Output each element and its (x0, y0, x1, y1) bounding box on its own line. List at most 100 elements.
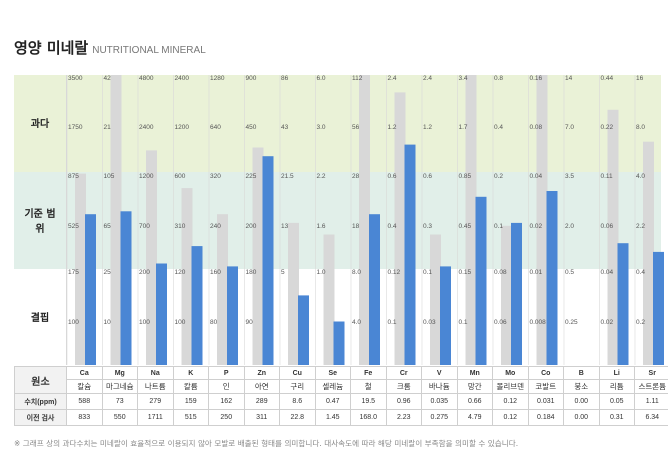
element-previous-value: 1.45 (314, 409, 351, 426)
axis-tick-label: 1200 (175, 124, 190, 131)
axis-tick-label: 0.11 (601, 173, 614, 180)
axis-tick-label: 5 (281, 269, 285, 276)
element-previous-value: 833 (66, 409, 103, 426)
element-value: 8.6 (279, 393, 316, 410)
axis-tick-label: 0.6 (388, 173, 397, 180)
element-value: 0.00 (563, 393, 600, 410)
element-previous-value: 6.34 (634, 409, 668, 426)
element-symbol: Co (527, 366, 564, 380)
axis-tick-label: 0.008 (530, 319, 547, 326)
current-value-bar (298, 295, 309, 365)
element-value: 1.11 (634, 393, 668, 410)
element-value: 289 (243, 393, 280, 410)
axis-tick-label: 2.2 (636, 223, 645, 230)
axis-tick-label: 2.4 (423, 75, 432, 82)
axis-tick-label: 180 (246, 269, 257, 276)
element-name: 칼륨 (172, 379, 209, 394)
zone-label-deficiency: 결핍 (30, 313, 50, 324)
axis-tick-label: 16 (636, 75, 644, 82)
previous-test-bar (465, 75, 477, 365)
element-symbol: Na (137, 366, 174, 380)
element-previous-value: 0.00 (563, 409, 600, 426)
axis-tick-label: 6.0 (317, 75, 326, 82)
previous-test-bar (217, 214, 228, 365)
axis-tick-label: 310 (175, 223, 186, 230)
element-value: 162 (208, 393, 245, 410)
element-name: 몰리브덴 (492, 379, 529, 394)
element-symbol: B (563, 366, 600, 380)
table-row-names: 칼슘 마그네슘 나트륨 칼륨 인 아연 구리 셀레늄 철 크롬 바나듐 망간 몰리브덴 코발트 붕소 리튬 스트… (15, 379, 668, 394)
axis-tick-label: 3.5 (565, 173, 574, 180)
axis-tick-label: 0.1 (388, 319, 397, 326)
axis-tick-label: 43 (281, 124, 289, 131)
zone-divider (66, 75, 67, 365)
axis-tick-label: 320 (210, 173, 221, 180)
element-value: 0.035 (421, 393, 458, 410)
element-previous-value: 4.79 (456, 409, 493, 426)
element-name: 칼슘 (66, 379, 103, 394)
previous-test-bar (110, 75, 122, 365)
axis-tick-label: 0.15 (459, 269, 472, 276)
axis-tick-label: 200 (246, 223, 257, 230)
axis-tick-label: 14 (565, 75, 573, 82)
axis-tick-label: 0.8 (494, 75, 503, 82)
current-value-bar (333, 321, 345, 365)
element-name: 크롬 (385, 379, 422, 394)
previous-test-bar (181, 188, 193, 365)
element-symbol: Li (598, 366, 635, 380)
element-symbol: Se (314, 366, 351, 380)
element-symbol: V (421, 366, 458, 380)
axis-tick-label: 100 (175, 319, 186, 326)
axis-tick-label: 450 (246, 124, 257, 131)
previous-test-bar (252, 147, 264, 365)
axis-tick-label: 225 (246, 173, 257, 180)
element-previous-value: 22.8 (279, 409, 316, 426)
axis-tick-label: 2.0 (565, 223, 574, 230)
axis-tick-label: 160 (210, 269, 221, 276)
axis-tick-label: 7.0 (565, 124, 574, 131)
element-symbol: Ca (66, 366, 103, 380)
element-value: 588 (66, 393, 103, 410)
axis-tick-label: 0.08 (494, 269, 507, 276)
row-label-previous: 이전 검사 (14, 409, 67, 426)
element-symbol: Mo (492, 366, 529, 380)
element-symbol: P (208, 366, 245, 380)
element-value: 19.5 (350, 393, 387, 410)
axis-tick-label: 0.45 (459, 223, 472, 230)
axis-tick-label: 0.4 (388, 223, 397, 230)
current-value-bar (227, 266, 238, 365)
axis-tick-label: 0.16 (530, 75, 543, 82)
element-previous-value: 0.184 (527, 409, 564, 426)
axis-tick-label: 0.12 (388, 269, 401, 276)
axis-tick-label: 8.0 (352, 269, 361, 276)
element-name: 코발트 (527, 379, 564, 394)
axis-tick-label: 1750 (68, 124, 83, 131)
previous-test-bar (430, 234, 441, 365)
page-subtitle: NUTRITIONAL MINERAL (92, 45, 206, 56)
element-symbol: Cu (279, 366, 316, 380)
axis-tick-label: 0.1 (459, 319, 468, 326)
element-previous-value: 2.23 (385, 409, 422, 426)
axis-tick-label: 112 (352, 75, 363, 82)
current-value-bar (404, 144, 416, 365)
previous-test-bar (501, 225, 512, 365)
table-row-symbols: 원소 Ca Mg Na K P Zn Cu Se Fe Cr V Mn Mo Co B Li Sr (14, 366, 668, 394)
axis-tick-label: 80 (210, 319, 218, 326)
axis-tick-label: 0.01 (530, 269, 543, 276)
axis-tick-label: 65 (104, 223, 112, 230)
page-title: 영양 미네랄 NUTRITIONAL MINERAL (14, 39, 206, 57)
axis-tick-label: 8.0 (636, 124, 645, 131)
element-name: 셀레늄 (314, 379, 351, 394)
axis-tick-label: 240 (210, 223, 221, 230)
axis-tick-label: 525 (68, 223, 79, 230)
element-previous-value: 0.275 (421, 409, 458, 426)
current-value-bar (85, 214, 96, 365)
axis-tick-label: 0.44 (601, 75, 614, 82)
axis-tick-label: 1.7 (459, 124, 468, 131)
axis-tick-label: 600 (175, 173, 186, 180)
element-name: 나트륨 (137, 379, 174, 394)
axis-tick-label: 0.5 (565, 269, 574, 276)
previous-test-bar (288, 222, 299, 365)
axis-tick-label: 2400 (139, 124, 154, 131)
current-value-bar (475, 196, 487, 365)
